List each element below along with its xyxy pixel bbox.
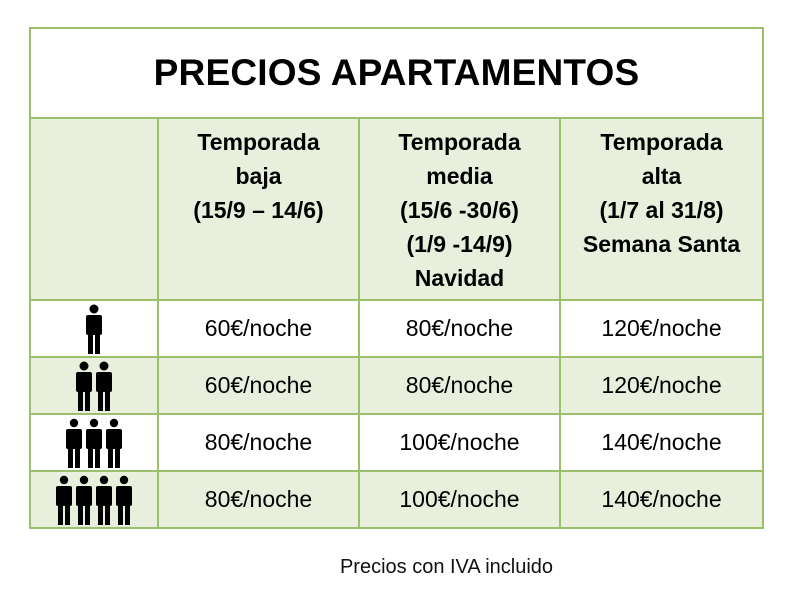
season-high-note: Semana Santa [582, 231, 741, 257]
price-cell: 120€/noche [558, 299, 765, 358]
season-mid-dates: (15/6 -30/6) [400, 197, 519, 223]
season-low-dates: (15/9 – 14/6) [193, 197, 324, 223]
price-cell: 80€/noche [157, 470, 360, 529]
season-high-line: alta [641, 163, 682, 189]
table-row: 60€/noche 80€/noche 120€/noche [29, 299, 765, 358]
season-header-mid: Temporada media (15/6 -30/6) (1/9 -14/9)… [358, 117, 561, 301]
two-people-icon [29, 356, 159, 415]
price-cell: 80€/noche [358, 299, 561, 358]
footnote: Precios con IVA incluido [339, 556, 554, 578]
price-cell: 80€/noche [358, 356, 561, 415]
table-row: 60€/noche 80€/noche 120€/noche [29, 356, 765, 415]
season-mid-line: Temporada [398, 129, 521, 155]
season-mid-line: media [426, 163, 493, 189]
price-cell: 60€/noche [157, 356, 360, 415]
table-row: 80€/noche 100€/noche 140€/noche [29, 470, 765, 529]
table-row: 80€/noche 100€/noche 140€/noche [29, 413, 765, 472]
season-header-low: Temporada baja (15/9 – 14/6) [157, 117, 360, 301]
price-cell: 120€/noche [558, 356, 765, 415]
season-mid-dates: (1/9 -14/9) [406, 231, 513, 257]
season-low-line: baja [235, 163, 282, 189]
one-person-icon [29, 299, 159, 358]
season-high-line: Temporada [600, 129, 723, 155]
season-high-dates: (1/7 al 31/8) [599, 197, 724, 223]
price-table: PRECIOS APARTAMENTOS Temporada baja (15/… [28, 27, 765, 529]
price-cell: 140€/noche [558, 413, 765, 472]
price-cell: 140€/noche [558, 470, 765, 529]
season-low-line: Temporada [197, 129, 320, 155]
three-people-icon [29, 413, 159, 472]
price-cell: 100€/noche [358, 470, 561, 529]
title-cell: PRECIOS APARTAMENTOS [28, 27, 765, 119]
season-header-high: Temporada alta (1/7 al 31/8) Semana Sant… [558, 117, 765, 301]
page-title: PRECIOS APARTAMENTOS [153, 52, 640, 93]
price-cell: 80€/noche [157, 413, 360, 472]
price-cell: 60€/noche [157, 299, 360, 358]
four-people-icon [29, 470, 159, 529]
price-cell: 100€/noche [358, 413, 561, 472]
header-empty-cell [29, 117, 159, 301]
season-mid-note: Navidad [414, 265, 505, 291]
